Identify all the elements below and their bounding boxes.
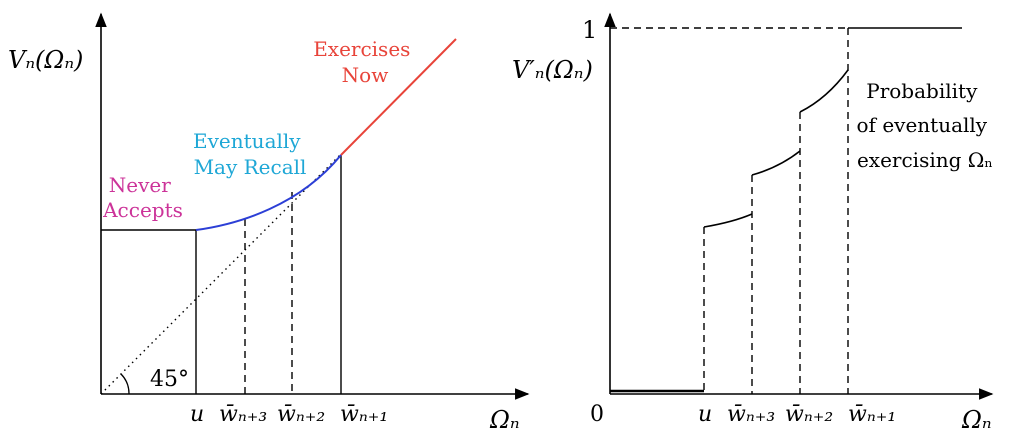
eventually-may-recall-label: Eventually May Recall	[193, 129, 307, 179]
right-x-axis-label: Ωₙ	[961, 406, 992, 434]
left-x-axis-label: Ωₙ	[489, 406, 520, 434]
probability-segment-1	[703, 213, 753, 228]
right-y-axis-label: V′ₙ(Ωₙ)	[512, 56, 593, 84]
left-tick-u: u	[190, 402, 204, 427]
right-tick-wn2: w̄ₙ₊₂	[785, 402, 833, 427]
exercises-line2: Now	[342, 63, 389, 87]
probability-segment-2	[751, 150, 801, 176]
annotation-line2: of eventually	[857, 113, 988, 137]
left-tick-wn2: w̄ₙ₊₂	[277, 402, 325, 427]
right-tick-wn3: w̄ₙ₊₃	[727, 402, 775, 427]
angle-label: 45°	[150, 367, 189, 392]
never-accepts-label: Never Accepts	[102, 173, 183, 222]
right-panel: V′ₙ(Ωₙ) 1 0 Ωₙ u w̄ₙ₊₃ w̄ₙ₊₂ w̄ₙ₊₁ Proba…	[512, 12, 994, 434]
exercises-now-label: Exercises Now	[313, 37, 417, 87]
right-origin-label: 0	[590, 402, 604, 427]
exercises-line1: Exercises	[313, 37, 410, 61]
annotation-line1: Probability	[866, 79, 978, 103]
probability-annotation: Probability of eventually exercising Ωₙ	[857, 79, 994, 172]
right-y-tick-one: 1	[582, 16, 597, 44]
never-accepts-line1: Never	[109, 173, 171, 197]
left-tick-wn1: w̄ₙ₊₁	[340, 402, 388, 427]
diagonal-45-line	[100, 154, 341, 395]
right-tick-u: u	[698, 402, 712, 427]
left-y-axis-label: Vₙ(Ωₙ)	[8, 46, 83, 74]
annotation-line3: exercising Ωₙ	[857, 148, 993, 172]
right-tick-wn1: w̄ₙ₊₁	[848, 402, 896, 427]
probability-segment-3	[799, 69, 849, 113]
left-tick-wn3: w̄ₙ₊₃	[219, 402, 267, 427]
exercise-line	[340, 38, 457, 156]
never-accepts-line2: Accepts	[102, 198, 183, 222]
left-panel: Vₙ(Ωₙ) Ωₙ 45° u w̄ₙ₊₃ w̄ₙ₊₂ w̄ₙ₊₁ Never …	[8, 12, 530, 434]
eventually-line1: Eventually	[193, 129, 301, 153]
angle-arc	[120, 373, 130, 395]
recall-curve	[195, 154, 342, 231]
eventually-line2: May Recall	[194, 155, 307, 179]
